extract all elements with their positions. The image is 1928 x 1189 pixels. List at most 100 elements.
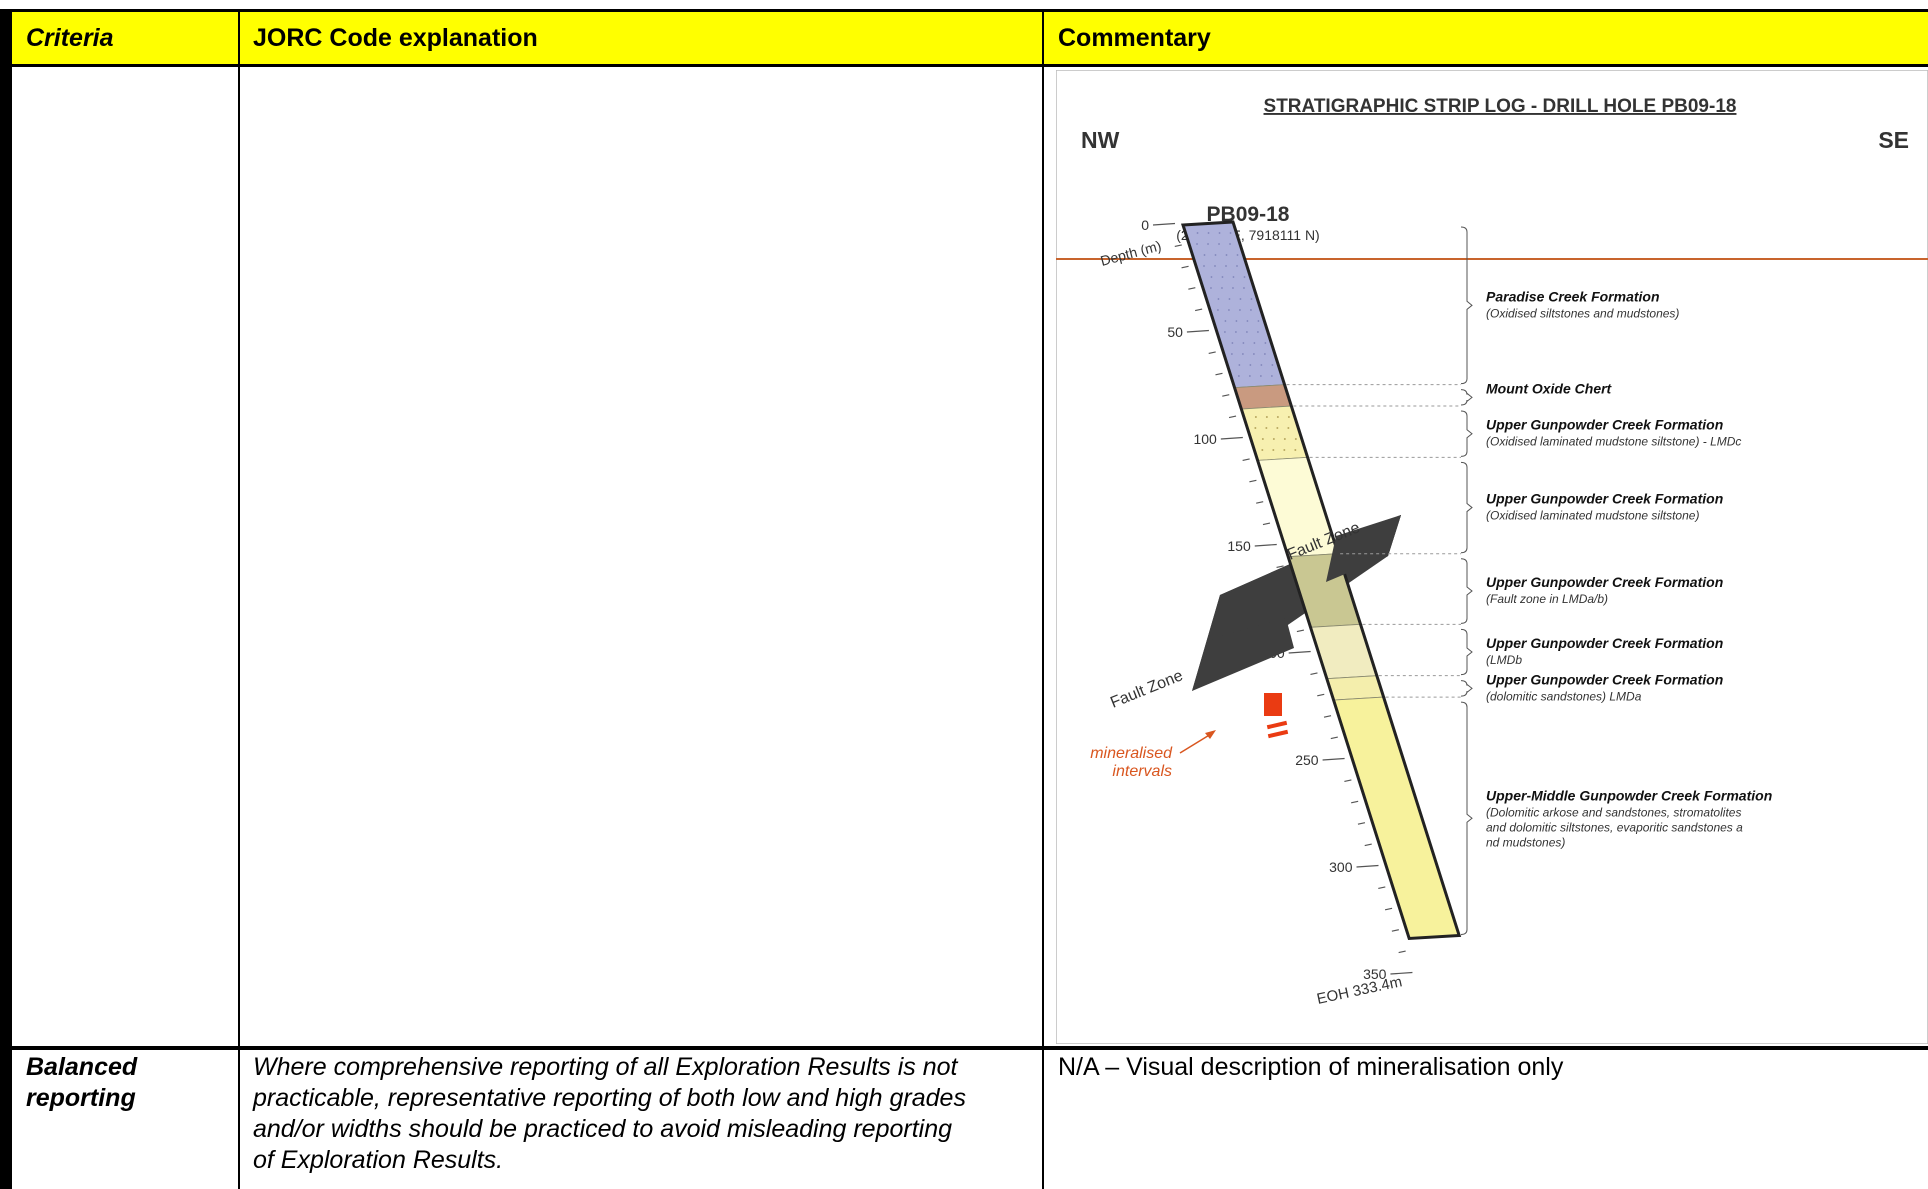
- texture-dot: [1254, 427, 1257, 430]
- depth-tick: [1288, 650, 1311, 654]
- commentary-text: N/A – Visual description of mineralisati…: [1058, 1053, 1564, 1081]
- texture-dot: [1242, 342, 1245, 344]
- texture-dot: [1276, 427, 1279, 430]
- hole-unit-7: [1326, 675, 1385, 701]
- texture-dot: [1217, 298, 1220, 300]
- depth-tick: [1310, 672, 1318, 675]
- texture-dot: [1239, 309, 1241, 311]
- texture-dot: [1259, 375, 1262, 377]
- unit-description: (Dolomitic arkose and sandstones, stroma…: [1486, 805, 1741, 819]
- fault-zone-band-right: [1326, 515, 1401, 582]
- texture-dot: [1287, 427, 1290, 430]
- texture-dot: [1203, 265, 1205, 267]
- texture-dot: [1250, 298, 1253, 300]
- unit-description: (LMDb: [1486, 653, 1522, 667]
- depth-tick: [1181, 265, 1189, 269]
- depth-tick: [1242, 458, 1250, 461]
- texture-dot: [1265, 427, 1268, 430]
- texture-dot: [1236, 265, 1238, 267]
- texture-dot: [1196, 243, 1198, 245]
- drill-hole-units: [1180, 220, 1462, 941]
- unit-name: Mount Oxide Chert: [1486, 380, 1613, 396]
- figure-frame: [1056, 70, 1928, 1044]
- texture-dot: [1271, 364, 1274, 366]
- hole-unit-2: [1234, 384, 1292, 410]
- depth-tick: [1222, 394, 1230, 397]
- depth-tick: [1296, 629, 1305, 633]
- texture-dot: [1218, 243, 1220, 245]
- unit-brace: [1460, 558, 1473, 624]
- texture-dot: [1287, 416, 1290, 419]
- depth-tick: [1390, 971, 1413, 975]
- mineralised-label: intervals: [1112, 763, 1172, 780]
- depth-ticks: 050100150200250300350: [1141, 217, 1413, 982]
- depth-tick: [1152, 222, 1176, 226]
- mineralised-interval: [1267, 729, 1289, 739]
- unit-name: Upper Gunpowder Creek Formation: [1486, 671, 1723, 687]
- texture-dot: [1229, 243, 1231, 245]
- texture-dot: [1210, 287, 1212, 289]
- unit-description: (Oxidised siltstones and mudstones): [1486, 306, 1679, 320]
- texture-dot: [1246, 320, 1249, 322]
- table-left-border: [0, 9, 12, 1189]
- texture-dot: [1252, 353, 1255, 355]
- depth-tick: [1351, 800, 1359, 804]
- unit-labels: Paradise Creek Formation (Oxidised siltst…: [1286, 226, 1772, 936]
- unit-description: (Oxidised laminated mudstone siltstone) …: [1486, 435, 1741, 449]
- row-divider: [0, 1046, 1928, 1050]
- texture-dot: [1283, 438, 1286, 441]
- texture-dot: [1254, 416, 1257, 419]
- mineralised-interval: [1264, 693, 1282, 716]
- jorc-explanation-text: Where comprehensive reporting of all Exp…: [253, 1052, 1033, 1176]
- unit-brace: [1460, 389, 1473, 406]
- texture-dot: [1224, 331, 1226, 333]
- texture-dot: [1263, 353, 1266, 355]
- texture-dot: [1224, 320, 1227, 322]
- unit-description: (Fault zone in LMDa/b): [1486, 592, 1608, 606]
- texture-dot: [1228, 309, 1230, 311]
- texture-dot: [1272, 438, 1275, 441]
- texture-dot: [1276, 416, 1279, 419]
- texture-dot: [1239, 298, 1242, 300]
- header-commentary: Commentary: [1058, 24, 1211, 52]
- drill-hole-outline: [1180, 220, 1462, 941]
- unit-name: Upper Gunpowder Creek Formation: [1486, 491, 1723, 507]
- texture-dot: [1236, 254, 1239, 256]
- depth-tick-label: 250: [1295, 752, 1319, 768]
- depth-tick: [1364, 843, 1372, 847]
- depth-tick: [1186, 329, 1209, 333]
- unit-name: Upper-Middle Gunpowder Creek Formation: [1486, 787, 1772, 803]
- texture-dot: [1243, 287, 1245, 289]
- explanation-line: of Exploration Results.: [253, 1146, 504, 1174]
- texture-dot: [1231, 342, 1234, 344]
- depth-tick: [1330, 736, 1338, 740]
- depth-tick: [1262, 522, 1271, 526]
- texture-dot: [1264, 342, 1267, 344]
- texture-dot: [1270, 375, 1273, 377]
- depth-tick: [1188, 287, 1196, 290]
- texture-dot: [1283, 449, 1286, 452]
- criteria-line: Balanced: [26, 1053, 138, 1081]
- explanation-line: and/or widths should be practiced to avo…: [253, 1115, 953, 1143]
- unit-brace: [1460, 628, 1473, 676]
- texture-dot: [1230, 353, 1233, 355]
- depth-tick: [1256, 501, 1264, 504]
- texture-dot: [1210, 276, 1213, 278]
- texture-dot: [1272, 449, 1275, 452]
- header-jorc-explanation: JORC Code explanation: [253, 24, 538, 52]
- criteria-line: reporting: [26, 1084, 136, 1112]
- depth-tick: [1228, 415, 1237, 419]
- texture-dot: [1228, 298, 1231, 300]
- texture-dot: [1294, 438, 1297, 441]
- texture-dot: [1260, 364, 1263, 366]
- depth-tick: [1398, 950, 1406, 954]
- unit-brace: [1460, 461, 1473, 554]
- depth-tick-label: 50: [1167, 324, 1183, 340]
- depth-tick-label: 150: [1227, 538, 1251, 554]
- depth-tick: [1208, 351, 1216, 354]
- texture-dot: [1207, 243, 1209, 245]
- texture-dot: [1196, 232, 1199, 234]
- texture-dot: [1229, 232, 1232, 234]
- depth-tick: [1254, 543, 1277, 547]
